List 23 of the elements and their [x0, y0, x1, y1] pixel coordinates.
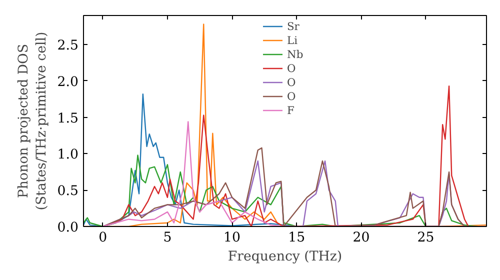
legend-label: F	[287, 103, 296, 117]
x-tick-label: 5	[163, 230, 172, 246]
legend-label: O	[287, 89, 297, 103]
y-tick-label: 0.5	[57, 184, 79, 200]
line-series	[102, 147, 466, 226]
legend-label: Li	[287, 33, 298, 47]
y-axis-title: Phonon projected DOS (States/THz·primitive cell)	[16, 32, 50, 210]
y-tick-label: 1.0	[57, 148, 79, 163]
x-tick-label: 15	[288, 230, 306, 246]
legend-label: O	[287, 61, 297, 75]
y-tick-label: 0.0	[57, 220, 79, 236]
line-series	[84, 154, 478, 226]
y-tick-label: 2.5	[57, 38, 79, 54]
x-tick-label: 0	[98, 230, 108, 246]
x-tick-label: 25	[417, 230, 434, 246]
legend-label: O	[287, 75, 297, 89]
y-tick-label: 1.5	[57, 111, 79, 126]
x-tick-label: 10	[224, 230, 241, 246]
x-axis-title: Frequency (THz)	[228, 250, 342, 264]
x-tick-label: 20	[352, 230, 370, 246]
y-tick-label: 2.0	[57, 74, 79, 90]
legend-label: Sr	[287, 19, 300, 33]
legend-label: Nb	[287, 47, 304, 61]
